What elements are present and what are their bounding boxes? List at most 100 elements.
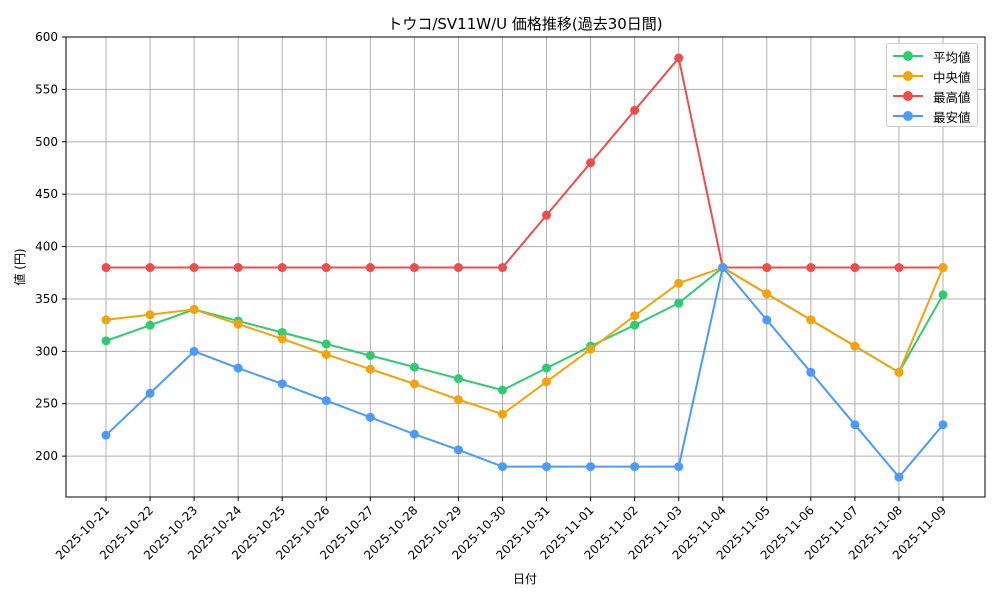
data-point [233, 263, 243, 273]
legend: 平均値 中央値 最高値 最安値 [886, 43, 978, 127]
data-point [938, 290, 948, 300]
data-point [497, 263, 507, 273]
data-point [806, 367, 816, 377]
series-3 [101, 263, 948, 482]
data-point [365, 263, 375, 273]
data-point [762, 289, 772, 299]
data-point [894, 472, 904, 482]
data-point [453, 263, 463, 273]
y-axis-ticks: 200 250 300 350 400 450 500 550 600 [35, 30, 66, 463]
data-point [409, 429, 419, 439]
data-point [542, 210, 552, 220]
data-point [277, 263, 287, 273]
legend-item-average: 平均値 [893, 46, 971, 66]
data-point [497, 385, 507, 395]
y-tick-label: 450 [35, 187, 58, 201]
data-point [101, 336, 111, 346]
data-point [233, 363, 243, 373]
data-point [762, 263, 772, 273]
data-point [674, 462, 684, 472]
data-point [233, 319, 243, 329]
y-axis-label: 値 (円) [12, 248, 27, 285]
data-point [277, 327, 287, 337]
legend-label: 中央値 [933, 69, 971, 85]
data-point [542, 462, 552, 472]
data-point [365, 412, 375, 422]
data-point [145, 310, 155, 320]
data-point [850, 341, 860, 351]
data-point [630, 105, 640, 115]
y-tick-label: 350 [35, 292, 58, 306]
x-axis-ticks: 2025-10-212025-10-222025-10-232025-10-24… [53, 497, 949, 562]
data-point [101, 430, 111, 440]
y-tick-label: 500 [35, 135, 58, 149]
data-point [806, 263, 816, 273]
data-point [409, 263, 419, 273]
data-point [321, 339, 331, 349]
data-point [542, 377, 552, 387]
data-point [189, 346, 199, 356]
chart-title: トウコ/SV11W/U 価格推移(過去30日間) [387, 15, 662, 33]
data-point [453, 374, 463, 384]
data-point [586, 462, 596, 472]
legend-label: 最安値 [933, 109, 971, 125]
data-point [630, 462, 640, 472]
legend-marker-icon [893, 111, 923, 121]
y-tick-label: 250 [35, 397, 58, 411]
data-point [409, 379, 419, 389]
data-point [101, 263, 111, 273]
data-point [365, 351, 375, 361]
data-point [586, 158, 596, 168]
data-point [938, 420, 948, 430]
data-point [718, 263, 728, 273]
legend-item-median: 中央値 [893, 66, 971, 86]
legend-item-min: 最安値 [893, 106, 971, 126]
y-tick-label: 600 [35, 30, 58, 44]
series-layer [101, 53, 948, 482]
legend-marker-icon [893, 91, 923, 101]
legend-marker-icon [893, 71, 923, 81]
data-point [542, 363, 552, 373]
legend-label: 最高値 [933, 89, 971, 105]
legend-label: 平均値 [933, 49, 971, 65]
data-point [586, 344, 596, 354]
data-point [630, 320, 640, 330]
data-point [321, 263, 331, 273]
y-tick-label: 300 [35, 344, 58, 358]
legend-item-max: 最高値 [893, 86, 971, 106]
data-point [409, 362, 419, 372]
data-point [189, 304, 199, 314]
plot-frame [65, 36, 986, 498]
data-point [762, 315, 772, 325]
data-point [850, 263, 860, 273]
data-point [145, 263, 155, 273]
data-point [674, 298, 684, 308]
series-2 [101, 53, 948, 273]
data-point [145, 388, 155, 398]
y-tick-label: 550 [35, 82, 58, 96]
data-point [277, 379, 287, 389]
data-point [453, 445, 463, 455]
legend-marker-icon [893, 51, 923, 61]
data-point [453, 395, 463, 405]
x-axis-label: 日付 [513, 572, 537, 586]
data-point [101, 315, 111, 325]
data-point [145, 320, 155, 330]
data-point [365, 364, 375, 374]
y-tick-label: 400 [35, 240, 58, 254]
data-point [321, 396, 331, 406]
data-point [850, 420, 860, 430]
data-point [674, 278, 684, 288]
data-point [674, 53, 684, 63]
data-point [806, 315, 816, 325]
data-point [894, 263, 904, 273]
data-point [277, 334, 287, 344]
data-point [189, 263, 199, 273]
series-0 [101, 263, 948, 395]
data-point [321, 349, 331, 359]
data-point [938, 263, 948, 273]
data-point [894, 367, 904, 377]
series-1 [101, 263, 948, 419]
y-tick-label: 200 [35, 449, 58, 463]
